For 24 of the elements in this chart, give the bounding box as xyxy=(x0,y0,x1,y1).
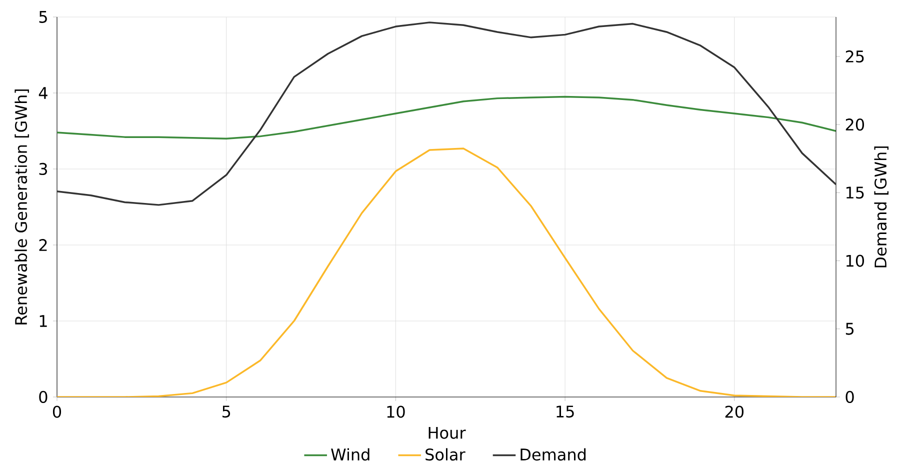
y-axis-title: Renewable Generation [GWh] xyxy=(14,90,29,324)
y2-tick-label: 20 xyxy=(846,118,864,131)
x-tick-label: 0 xyxy=(52,406,62,418)
y2-axis-title: Demand [GWh] xyxy=(874,146,888,268)
y2-tick-label: 25 xyxy=(846,50,864,63)
y2-tick-label: 10 xyxy=(846,254,864,267)
y2-tick-label: 15 xyxy=(846,186,864,199)
y-tick-label: 1 xyxy=(40,315,47,327)
x-tick-label: 10 xyxy=(387,406,405,418)
y-tick-label: 3 xyxy=(39,163,48,176)
y-tick-label: 5 xyxy=(39,11,47,24)
y-tick-label: 2 xyxy=(39,239,47,252)
x-tick-label: 20 xyxy=(725,406,744,418)
legend-label: Wind xyxy=(331,448,370,461)
x-tick-label: 15 xyxy=(556,406,574,418)
line-series xyxy=(57,22,836,206)
y2-tick-label: 0 xyxy=(846,391,854,404)
x-tick-label: 5 xyxy=(222,406,230,418)
y2-tick-label: 5 xyxy=(846,323,854,335)
y-tick-label: 4 xyxy=(38,87,48,99)
x-axis-title: Hour xyxy=(428,427,466,439)
legend-label: Demand xyxy=(520,448,586,461)
y-tick-label: 0 xyxy=(39,391,48,404)
legend-label: Solar xyxy=(426,448,466,461)
